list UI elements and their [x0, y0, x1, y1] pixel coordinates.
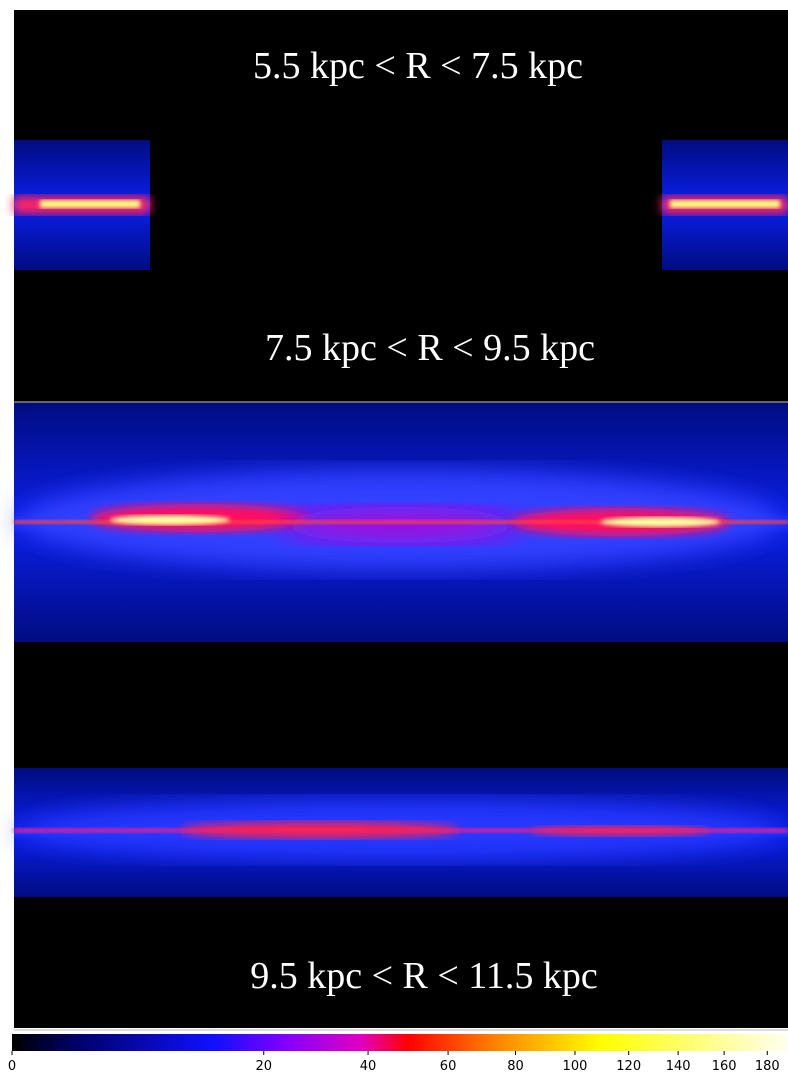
tick-label: 80 — [507, 1059, 524, 1074]
colorbar — [12, 1034, 788, 1051]
tick-label: 40 — [360, 1059, 377, 1074]
tick-label: 180 — [755, 1059, 780, 1074]
sky-map-2 — [14, 403, 788, 642]
tick-label: 140 — [666, 1059, 691, 1074]
panel-label: 5.5 kpc < R < 7.5 kpc — [253, 45, 583, 87]
tick-label: 0 — [8, 1059, 16, 1074]
tick-label: 100 — [563, 1059, 588, 1074]
panel-label: 7.5 kpc < R < 9.5 kpc — [265, 327, 595, 369]
sky-map-1 — [14, 140, 788, 270]
tick-label: 20 — [255, 1059, 272, 1074]
tick-label: 120 — [616, 1059, 641, 1074]
tick-label: 60 — [440, 1059, 457, 1074]
tick-label: 160 — [712, 1059, 737, 1074]
panel-label: 9.5 kpc < R < 11.5 kpc — [250, 955, 598, 997]
sky-map-3 — [14, 768, 788, 897]
